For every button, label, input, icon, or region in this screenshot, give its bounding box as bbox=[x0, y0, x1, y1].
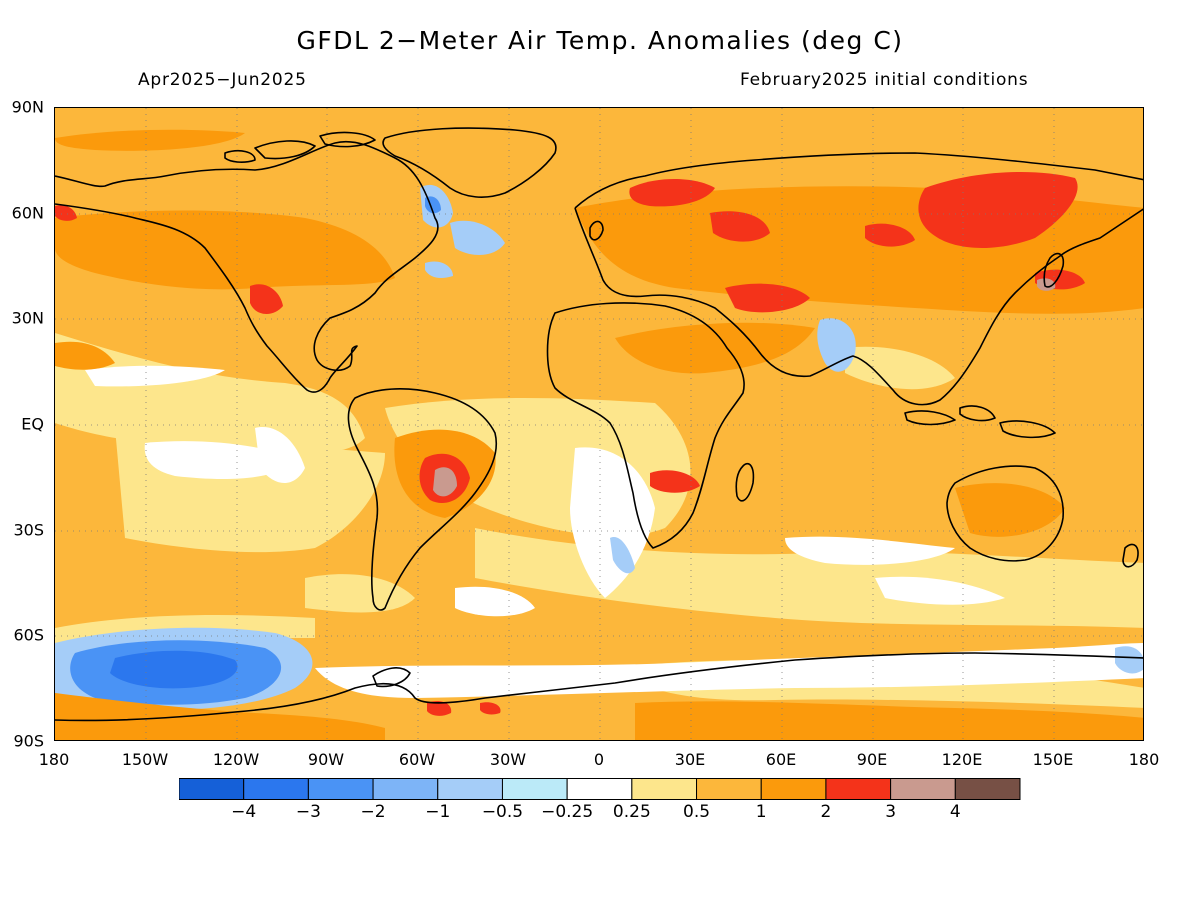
colorbar-tick-label: 0.25 bbox=[612, 802, 651, 822]
map-title: GFDL 2−Meter Air Temp. Anomalies (deg C) bbox=[296, 26, 904, 55]
colorbar-swatch bbox=[890, 778, 956, 800]
colorbar-swatch bbox=[501, 778, 568, 800]
coastline-maritime-continent bbox=[904, 405, 1056, 439]
lon-label-150w: 150W bbox=[121, 750, 169, 769]
coastline-south-america bbox=[347, 388, 498, 611]
extreme-anomaly-zones bbox=[433, 278, 1056, 497]
lat-label-90n: 90N bbox=[11, 97, 44, 117]
season-label: Apr2025−Jun2025 bbox=[138, 70, 307, 90]
lon-label-30w: 30W bbox=[489, 750, 527, 769]
coastline-australia bbox=[946, 465, 1064, 562]
coastline-japan bbox=[1043, 252, 1065, 288]
colorbar-tick-label: 3 bbox=[885, 802, 897, 822]
lon-label-0: 0 bbox=[593, 750, 605, 769]
lat-label-30s: 30S bbox=[13, 520, 44, 540]
hot-anomaly-zones bbox=[55, 172, 1085, 716]
coastline-antarctic-peninsula bbox=[372, 667, 411, 688]
coastline-eurasia bbox=[574, 152, 1143, 406]
lon-label-120e: 120E bbox=[941, 750, 983, 769]
lon-label-180w: 180 bbox=[38, 750, 70, 769]
colorbar bbox=[178, 778, 1021, 800]
lat-label-60s: 60S bbox=[13, 625, 44, 645]
colorbar-swatch bbox=[696, 778, 762, 800]
lat-label-90s: 90S bbox=[13, 731, 44, 751]
colorbar-swatch bbox=[437, 778, 503, 800]
colorbar-tick-label: −0.5 bbox=[481, 802, 524, 822]
coastline-antarctica bbox=[55, 652, 1143, 722]
colorbar-tick-label: −0.25 bbox=[541, 802, 594, 822]
lat-label-eq: EQ bbox=[21, 414, 44, 434]
colorbar-tick-label: −2 bbox=[360, 802, 386, 822]
colorbar-swatch bbox=[566, 778, 633, 800]
lon-label-60w: 60W bbox=[398, 750, 436, 769]
colorbar-swatch bbox=[760, 778, 827, 800]
coastline-greenland bbox=[382, 127, 557, 198]
colorbar-tick-label: −4 bbox=[231, 802, 257, 822]
anomaly-map bbox=[54, 107, 1144, 741]
lon-label-60e: 60E bbox=[765, 750, 797, 769]
coastline-north-america bbox=[55, 140, 439, 393]
lon-label-90e: 90E bbox=[856, 750, 888, 769]
colorbar-swatch bbox=[243, 778, 309, 800]
neutral-anomaly-zones bbox=[85, 365, 1143, 698]
coastline-arctic-islands bbox=[224, 131, 376, 163]
lat-label-60n: 60N bbox=[11, 203, 44, 223]
colorbar-swatch bbox=[954, 778, 1021, 800]
colorbar-tick-label: 2 bbox=[820, 802, 832, 822]
coastlines bbox=[55, 127, 1143, 722]
graticule bbox=[55, 108, 1143, 740]
colorbar-swatch bbox=[631, 778, 698, 800]
lon-label-90w: 90W bbox=[307, 750, 345, 769]
colorbar-swatch bbox=[178, 778, 245, 800]
lon-label-180e: 180 bbox=[1128, 750, 1160, 769]
colorbar-tick-label: 1 bbox=[755, 802, 767, 822]
colorbar-tick-label: −1 bbox=[425, 802, 451, 822]
colorbar-swatch bbox=[372, 778, 439, 800]
lat-label-30n: 30N bbox=[11, 308, 44, 328]
coastline-madagascar bbox=[735, 462, 755, 502]
coastline-british-isles bbox=[589, 220, 604, 241]
init-conditions-label: February2025 initial conditions bbox=[740, 70, 1029, 90]
lon-label-120w: 120W bbox=[212, 750, 260, 769]
colorbar-swatch bbox=[825, 778, 892, 800]
lon-label-150e: 150E bbox=[1032, 750, 1074, 769]
very-cold-anomaly-zones bbox=[110, 650, 238, 689]
colorbar-swatch bbox=[307, 778, 374, 800]
lon-label-30e: 30E bbox=[674, 750, 706, 769]
colorbar-tick-label: 4 bbox=[949, 802, 961, 822]
colorbar-tick-label: −3 bbox=[295, 802, 321, 822]
colorbar-swatches bbox=[178, 778, 1021, 800]
coastline-new-zealand bbox=[1122, 543, 1139, 568]
coastline-africa bbox=[546, 302, 745, 549]
colorbar-tick-label: 0.5 bbox=[683, 802, 711, 822]
